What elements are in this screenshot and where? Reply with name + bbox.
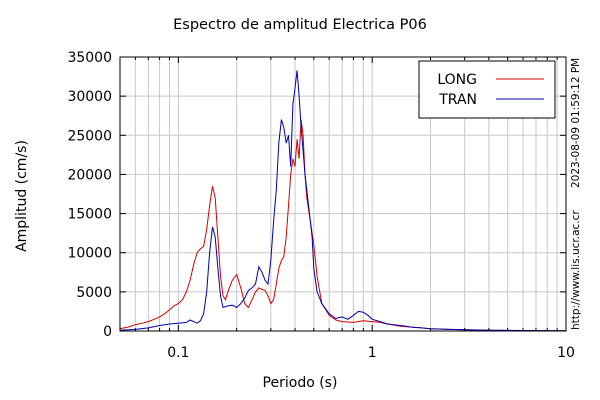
y-tick-label: 0 (103, 324, 112, 340)
y-tick-label: 20000 (67, 167, 112, 183)
legend-label-tran: TRAN (438, 92, 477, 108)
y-tick-label: 30000 (67, 89, 112, 105)
x-tick-label: 0.1 (167, 345, 189, 361)
y-tick-label: 15000 (67, 207, 112, 223)
legend: LONG TRAN (418, 60, 556, 119)
plot-frame (119, 56, 567, 332)
y-axis-label-wrap: Amplitud (cm/s) (14, 84, 30, 252)
series-lines (119, 70, 567, 332)
chart-title: Espectro de amplitud Electrica P06 (173, 17, 427, 33)
y-tick-label: 35000 (67, 50, 112, 66)
timestamp-text: 2023-08-09 01:59:12 PM (570, 57, 582, 188)
x-axis-label: Periodo (s) (262, 375, 338, 391)
y-tick-label: 10000 (67, 246, 112, 262)
series-line-tran (119, 70, 567, 332)
legend-box (418, 60, 556, 119)
y-tick-label: 5000 (76, 285, 112, 301)
source-url-text: http://www.lis.ucr.ac.cr (570, 210, 582, 330)
x-tick-label: 10 (557, 345, 575, 361)
plot-border (119, 56, 567, 332)
y-axis-label: Amplitud (cm/s) (14, 140, 30, 252)
y-tick-label: 25000 (67, 128, 112, 144)
axis-ticks: 0 5000 10000 15000 20000 25000 30000 35000 0.1 1 1… (67, 50, 574, 361)
legend-label-long: LONG (437, 72, 477, 88)
x-tick-label: 1 (368, 345, 377, 361)
series-line-long (119, 119, 567, 332)
